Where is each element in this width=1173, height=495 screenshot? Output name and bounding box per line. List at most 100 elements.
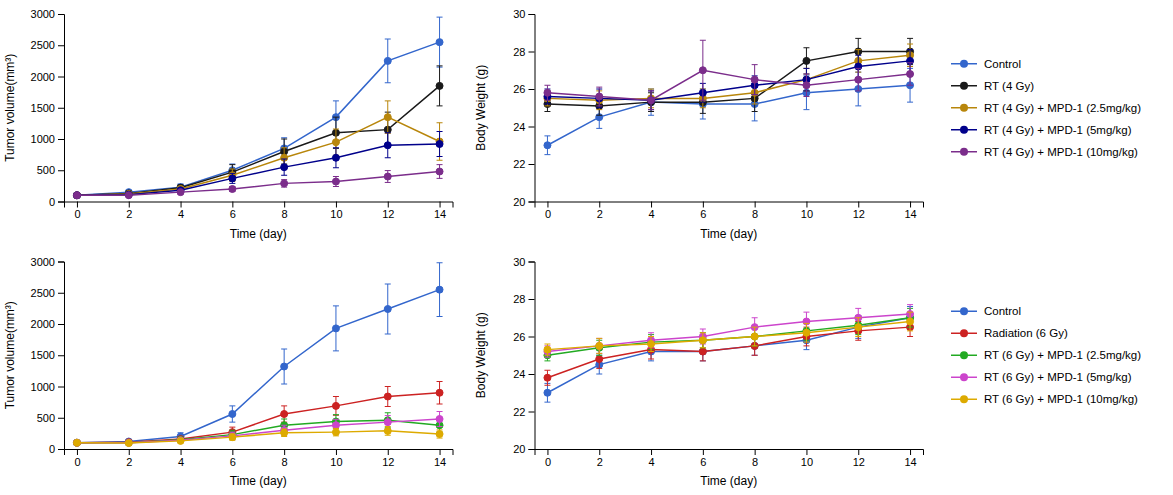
point <box>125 440 132 447</box>
y-tick-label: 26 <box>513 331 525 343</box>
y-tick: 1500 <box>31 349 64 361</box>
x-tick-label: 8 <box>752 456 758 468</box>
y-tick-mark <box>58 202 64 203</box>
x-axis-line <box>65 202 454 208</box>
legend: ControlRT (4 Gy)RT (4 Gy) + MPD-1 (2.5mg… <box>951 58 1141 158</box>
series <box>544 40 914 109</box>
x-tick-mark <box>858 449 859 455</box>
y-tick: 0 <box>49 443 64 455</box>
plot-area <box>73 17 443 199</box>
y-tick-mark <box>58 324 64 325</box>
x-tick: 4 <box>178 449 184 468</box>
error-bar <box>700 329 706 344</box>
x-tick-mark <box>755 202 756 208</box>
series <box>544 68 914 154</box>
x-tick-mark <box>651 449 652 455</box>
series-line <box>77 290 440 443</box>
point <box>436 286 443 293</box>
point <box>125 439 132 446</box>
x-tick-label: 0 <box>545 456 551 468</box>
x-tick-label: 6 <box>700 208 706 220</box>
x-tick-label: 14 <box>434 208 446 220</box>
figure: 02468101214050010001500200025003000Time … <box>0 0 1173 495</box>
x-tick: 12 <box>382 202 394 221</box>
y-tick: 2000 <box>31 71 64 83</box>
series <box>73 17 443 199</box>
y-tick-label: 28 <box>513 46 525 58</box>
point <box>177 189 184 196</box>
error-bar <box>437 17 443 67</box>
error-bar <box>385 387 391 407</box>
x-axis-line <box>535 202 924 208</box>
legend-swatch-marker <box>960 104 968 112</box>
error-bar <box>648 337 654 352</box>
point <box>803 329 810 336</box>
error-bar <box>803 74 809 97</box>
point <box>544 389 551 396</box>
series-line <box>547 61 910 100</box>
series <box>544 38 914 115</box>
y-tick-mark <box>529 374 535 375</box>
x-tick-mark <box>181 449 182 455</box>
error-bar <box>855 68 861 91</box>
x-tick: 0 <box>74 202 80 221</box>
y-tick: 28 <box>513 293 534 305</box>
y-tick-mark <box>58 170 64 171</box>
x-tick: 6 <box>700 202 706 221</box>
y-axis: 050010001500200025003000 <box>31 256 65 456</box>
legend-label: RT (6 Gy) + MPD-1 (10mg/kg) <box>984 393 1138 405</box>
x-tick-mark <box>77 202 78 208</box>
x-tick-label: 12 <box>853 456 865 468</box>
error-bar <box>229 434 235 440</box>
y-tick-label: 1500 <box>31 102 55 114</box>
x-tick-label: 2 <box>126 208 132 220</box>
x-tick-mark <box>232 202 233 208</box>
x-axis: 02468101214 <box>535 449 924 468</box>
x-tick-mark <box>703 449 704 455</box>
x-tick-mark <box>336 449 337 455</box>
point <box>436 82 443 89</box>
y-tick-label: 22 <box>513 158 525 170</box>
point <box>596 356 603 363</box>
panel: 02468101214050010001500200025003000Time … <box>3 256 453 488</box>
point <box>751 76 758 83</box>
point <box>332 139 339 146</box>
legend-swatch-marker <box>960 329 968 337</box>
x-tick-label: 14 <box>904 208 916 220</box>
x-axis: 02468101214 <box>65 202 454 221</box>
x-tick: 14 <box>904 449 916 468</box>
x-tick-mark <box>388 449 389 455</box>
series <box>73 382 443 447</box>
error-bar <box>385 171 391 183</box>
x-tick: 2 <box>126 202 132 221</box>
series <box>544 312 914 355</box>
error-bar <box>281 180 287 188</box>
point <box>73 192 80 199</box>
series-line <box>77 117 440 195</box>
error-bar <box>648 333 654 348</box>
error-bar <box>229 173 235 183</box>
y-tick-mark <box>529 262 535 263</box>
error-bar <box>333 177 339 187</box>
error-bar <box>385 413 391 428</box>
y-tick-mark <box>58 449 64 450</box>
point <box>855 324 862 331</box>
error-bar <box>333 397 339 416</box>
legend-label: Radiation (6 Gy) <box>984 327 1068 339</box>
error-bar <box>229 406 235 422</box>
x-tick-label: 4 <box>648 208 654 220</box>
x-tick: 2 <box>597 202 603 221</box>
legend-item: Control <box>951 58 1021 70</box>
series-line <box>547 314 910 352</box>
error-bar <box>544 370 550 385</box>
x-tick-mark <box>129 202 130 208</box>
y-tick: 26 <box>513 83 534 95</box>
x-tick: 8 <box>282 449 288 468</box>
x-tick-mark <box>599 202 600 208</box>
y-tick-mark <box>529 14 535 15</box>
error-bar <box>437 165 443 179</box>
legend-label: RT (6 Gy) + MPD-1 (5mg/kg) <box>984 371 1132 383</box>
series-line <box>547 318 910 393</box>
y-tick-label: 20 <box>513 196 525 208</box>
y-tick-mark <box>58 355 64 356</box>
